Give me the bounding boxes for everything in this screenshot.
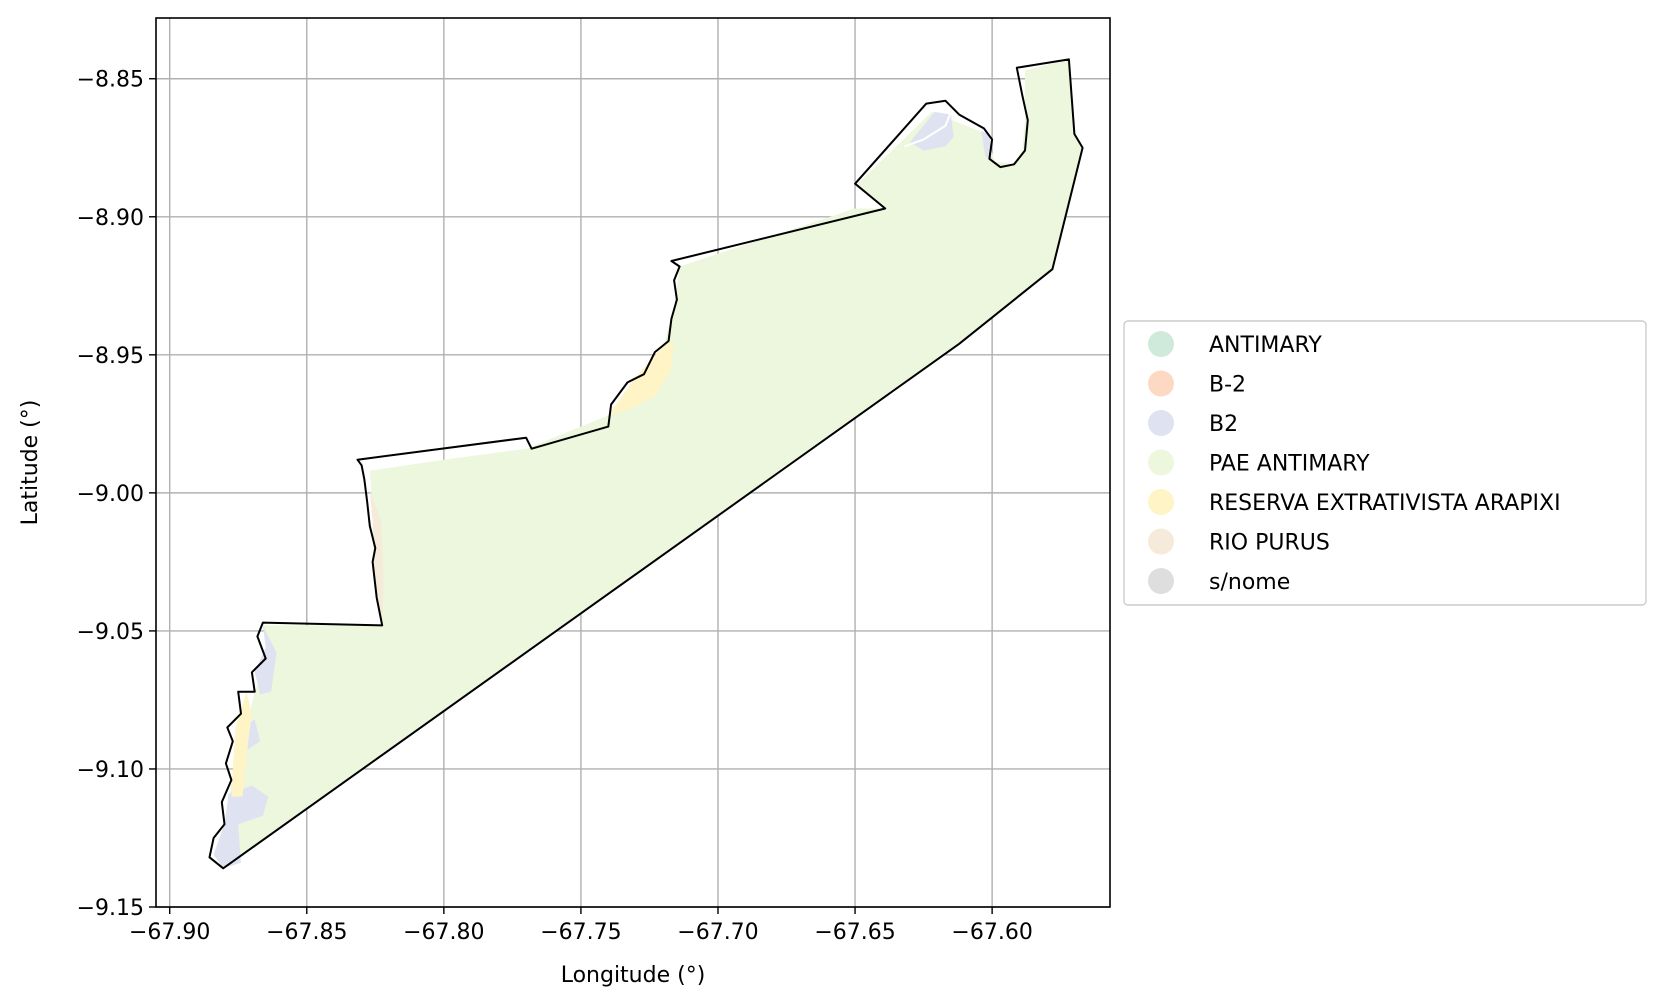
legend-label: ANTIMARY — [1209, 333, 1322, 358]
legend-label: PAE ANTIMARY — [1209, 452, 1370, 477]
region-b2 — [213, 785, 269, 869]
legend-label: s/nome — [1209, 570, 1290, 595]
y-tick-label: −9.15 — [77, 896, 144, 921]
x-tick-label: −67.60 — [951, 920, 1032, 945]
x-tick-label: −67.75 — [540, 920, 621, 945]
x-tick-label: −67.90 — [129, 920, 210, 945]
y-tick-label: −9.10 — [77, 758, 144, 783]
boundary-outline — [208, 58, 1084, 870]
y-axis-label: Latitude (°) — [18, 400, 43, 526]
region-reserva-extrativista-arapixi — [608, 341, 675, 416]
region-pae-antimary — [213, 59, 1083, 869]
x-axis-ticks: −67.90 −67.85 −67.80 −67.75 −67.70 −67.65 −67.… — [129, 907, 1033, 945]
y-tick-label: −8.85 — [77, 68, 144, 93]
map-regions — [213, 59, 1083, 869]
legend-marker — [1148, 528, 1174, 555]
legend-label: RIO PURUS — [1209, 531, 1330, 556]
region-inner-border — [904, 111, 952, 148]
legend-frame — [1123, 320, 1647, 606]
x-axis-label: Longitude (°) — [561, 963, 706, 988]
y-tick-label: −8.90 — [77, 206, 144, 231]
legend-marker — [1148, 370, 1174, 397]
legend-label: B2 — [1209, 412, 1238, 437]
y-tick-label: −9.05 — [77, 620, 144, 645]
x-tick-label: −67.80 — [403, 920, 484, 945]
legend-label: RESERVA EXTRATIVISTA ARAPIXI — [1209, 491, 1561, 516]
legend-marker — [1148, 410, 1174, 436]
legend-marker — [1148, 331, 1174, 357]
legend-marker — [1148, 489, 1174, 515]
region-rio-purus — [369, 490, 384, 626]
y-axis-ticks: −8.85 −8.90 −8.95 −9.00 −9.05 −9.10 −9.15 — [77, 68, 156, 921]
x-tick-label: −67.70 — [677, 920, 758, 945]
x-tick-label: −67.65 — [814, 920, 895, 945]
y-tick-label: −9.00 — [77, 482, 144, 507]
plot-frame — [155, 17, 1111, 908]
legend-label: B-2 — [1209, 373, 1246, 398]
legend-marker — [1148, 568, 1174, 594]
y-tick-label: −8.95 — [77, 344, 144, 369]
x-tick-label: −67.85 — [266, 920, 347, 945]
region-reserva-extrativista-arapixi — [231, 691, 252, 797]
legend-marker — [1148, 449, 1174, 476]
legend: ANTIMARY B-2 B2 PAE ANTIMARY RESERVA EXTRATI… — [1123, 320, 1647, 606]
map-boundary — [208, 58, 1084, 870]
